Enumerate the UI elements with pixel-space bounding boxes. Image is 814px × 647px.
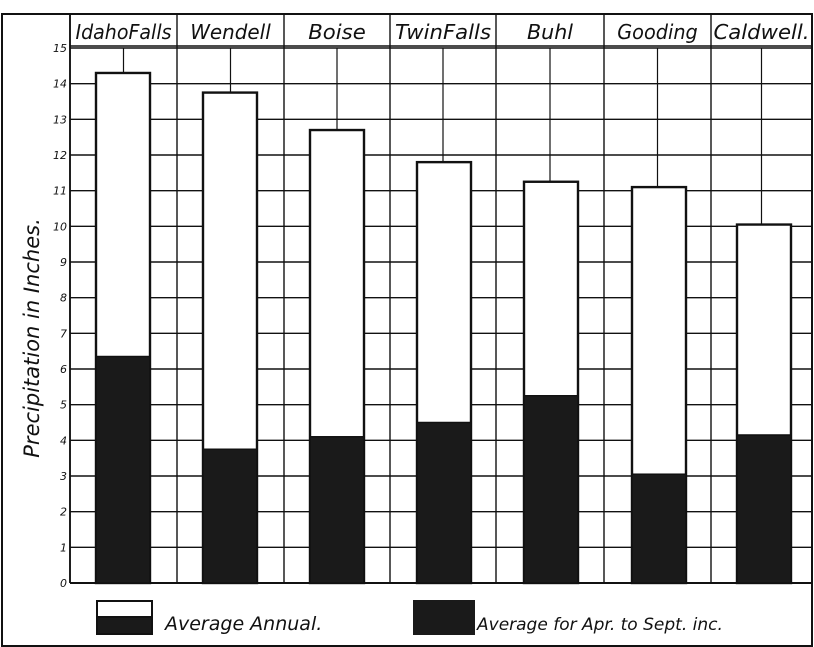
y-tick-label: 11	[53, 185, 67, 198]
bar-apr-sept	[736, 434, 792, 584]
y-tick-label: 14	[53, 78, 67, 91]
category-header-row: IdahoFalls Wendell Boise TwinFalls Buhl Goodi…	[76, 20, 810, 44]
legend-label-season: Average for Apr. to Sept. inc.	[476, 615, 723, 635]
y-tick-label: 9	[60, 256, 67, 269]
y-tick-label: 6	[60, 363, 67, 376]
y-tick-label: 1	[60, 541, 67, 554]
y-tick-label: 2	[60, 506, 67, 519]
y-tick-label: 0	[60, 577, 67, 590]
legend-label-annual: Average Annual.	[163, 613, 322, 635]
category-label: IdahoFalls	[76, 20, 172, 44]
y-tick-label: 15	[53, 42, 67, 55]
y-tick-label: 10	[53, 220, 67, 233]
bar-apr-sept	[523, 395, 579, 584]
legend: Average Annual. Average for Apr. to Sept…	[96, 600, 723, 635]
bars	[94, 71, 793, 585]
legend-swatch-annual-bottom	[96, 616, 153, 635]
category-label: Boise	[308, 20, 366, 44]
category-label: Wendell	[190, 20, 271, 44]
category-label: Buhl	[527, 20, 573, 44]
bar-apr-sept	[202, 448, 258, 584]
y-axis-label: Precipitation in Inches.	[20, 218, 44, 457]
y-tick-label: 3	[60, 470, 67, 483]
y-tick-label: 7	[60, 327, 67, 340]
bar-apr-sept	[95, 355, 151, 584]
legend-swatch-season	[413, 600, 475, 635]
y-tick-label: 5	[60, 399, 67, 412]
y-tick-label: 4	[60, 434, 67, 447]
legend-swatch-annual-top	[96, 600, 153, 618]
y-tick-label: 12	[53, 149, 67, 162]
bar-apr-sept	[631, 473, 687, 584]
category-label: TwinFalls	[395, 20, 491, 44]
bar-apr-sept	[309, 436, 365, 584]
bar-apr-sept	[416, 421, 472, 584]
y-tick-label: 8	[60, 292, 67, 305]
category-label: Gooding	[617, 20, 698, 44]
category-label: Caldwell.	[714, 20, 810, 44]
y-tick-label: 13	[53, 113, 67, 126]
